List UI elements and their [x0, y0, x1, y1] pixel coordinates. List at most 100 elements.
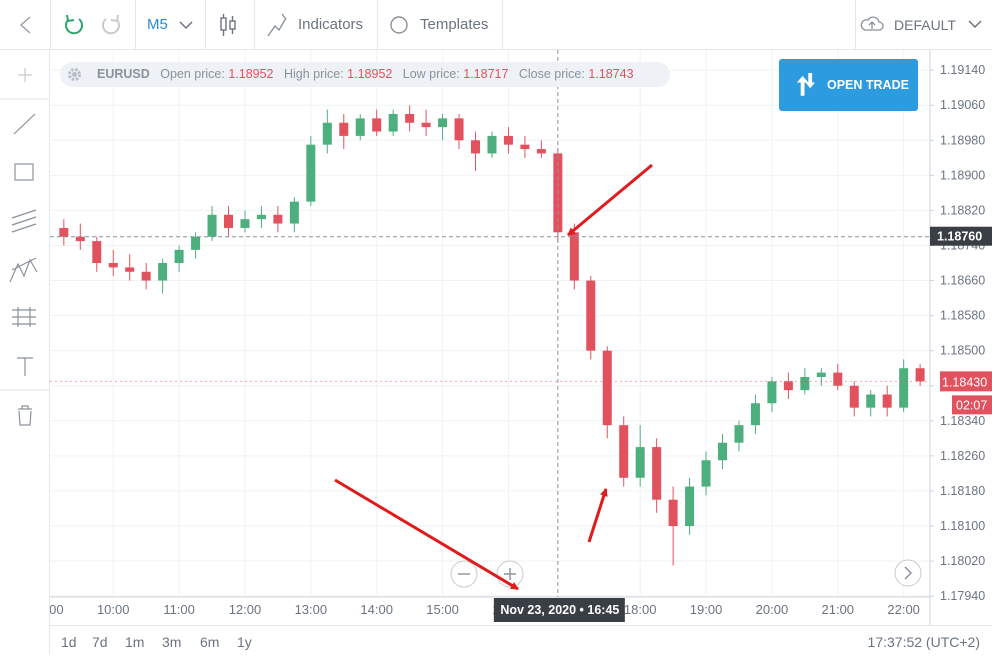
chevron[interactable]: [968, 20, 982, 29]
candle-body: [487, 135, 497, 154]
close-label: Close price:: [518, 67, 585, 81]
candle-body: [602, 350, 612, 426]
symbol-info: EURUSD Open price: 1.18952 High price: 1…: [60, 62, 670, 87]
candle-body: [849, 385, 859, 408]
annotation-arrow: [334, 478, 519, 591]
candle-body: [108, 263, 118, 268]
candle-body: [273, 214, 283, 224]
timeframe[interactable]: M5: [147, 16, 168, 33]
separator: [205, 0, 206, 50]
open-label: Open price:: [160, 67, 225, 81]
last-price-label: 1.18430: [942, 375, 987, 389]
candle-body: [141, 271, 151, 281]
open-trade-label: OPEN TRADE: [827, 78, 909, 92]
crosshair-time-label: Nov 23, 2020 • 16:45: [500, 603, 619, 617]
candle-body: [866, 394, 876, 408]
candle-body: [405, 113, 415, 123]
candle-body: [882, 394, 892, 408]
measure-tool[interactable]: [12, 307, 36, 327]
x-tick-label: 13:00: [295, 602, 328, 617]
fib-tool[interactable]: [9, 257, 38, 283]
x-axis: 09:0010:0011:0012:0013:0014:0015:0016:00…: [31, 602, 920, 617]
symbol: EURUSD: [97, 67, 150, 81]
candle-body: [734, 425, 744, 443]
candle-body: [586, 280, 596, 351]
cloud-icon[interactable]: [860, 16, 884, 31]
x-tick-label: 09:00: [31, 602, 64, 617]
candle-body: [750, 403, 760, 426]
period-button[interactable]: 3m: [162, 634, 182, 650]
plot: [50, 50, 930, 597]
separator: [50, 0, 51, 50]
period-button[interactable]: 7d: [92, 634, 108, 650]
y-tick-label: 1.19140: [940, 63, 985, 77]
x-tick-label: 11:00: [163, 602, 195, 617]
separator: [135, 0, 136, 50]
x-tick-label: 22:00: [887, 602, 920, 617]
period-button[interactable]: 1y: [237, 634, 252, 650]
separator: [377, 0, 378, 50]
open-trade-button[interactable]: OPEN TRADE: [779, 59, 918, 111]
period-button[interactable]: 6m: [200, 634, 220, 650]
x-tick-label: 14:00: [360, 602, 393, 617]
candle-body: [224, 214, 234, 228]
candle-body: [816, 372, 826, 377]
bottom-bar: 1d 7d 1m 3m 6m 1y 17:37:52 (UTC+2): [50, 625, 992, 654]
candle-body: [256, 214, 266, 220]
templates-button[interactable]: Templates: [420, 16, 489, 33]
candle-body: [915, 368, 925, 382]
y-tick-label: 1.18500: [940, 344, 985, 358]
crosshair-price-box: [930, 226, 992, 246]
annotation-arrow: [567, 163, 653, 237]
candle-body: [833, 372, 843, 386]
undo-icon[interactable]: [65, 14, 84, 35]
crosshair-tool[interactable]: [18, 68, 32, 82]
candle-body: [207, 214, 217, 237]
candle-body: [899, 368, 909, 408]
delete-tool[interactable]: [18, 405, 32, 426]
layout-button[interactable]: DEFAULT: [894, 17, 956, 33]
channel-tool[interactable]: [11, 209, 37, 233]
templates-icon[interactable]: [390, 16, 408, 34]
candle-body: [783, 381, 793, 391]
x-tick-label: 19:00: [690, 602, 723, 617]
settings-icon[interactable]: [66, 66, 83, 83]
annotation-arrow: [587, 488, 608, 543]
x-tick-label: 10:00: [97, 602, 130, 617]
candle-body: [240, 219, 250, 228]
candle-body: [718, 442, 728, 461]
scroll-right-button[interactable]: [894, 559, 922, 587]
countdown-box: [952, 395, 992, 415]
candle-body: [59, 227, 69, 237]
candle-body: [520, 144, 530, 150]
candle-body: [75, 236, 85, 242]
candle-body: [322, 122, 332, 145]
indicators-icon[interactable]: [267, 13, 287, 37]
back-icon[interactable]: [19, 16, 31, 34]
candle-body: [652, 447, 662, 500]
candle-body: [372, 118, 382, 132]
line-tool[interactable]: [13, 113, 36, 135]
open-value: 1.18952: [228, 67, 274, 81]
x-tick-label: 21:00: [822, 602, 855, 617]
text-tool[interactable]: [17, 357, 33, 376]
rect-tool[interactable]: [14, 163, 34, 181]
indicators-button[interactable]: Indicators: [298, 16, 364, 33]
y-tick-label: 1.18980: [940, 133, 985, 147]
period-button[interactable]: 1d: [61, 634, 77, 650]
redo-icon[interactable]: [101, 14, 120, 35]
y-tick-label: 1.17940: [940, 589, 985, 603]
period-button[interactable]: 1m: [125, 634, 145, 650]
candle-body: [191, 236, 201, 250]
candle-body: [668, 499, 678, 526]
y-tick-label: 1.18180: [940, 484, 985, 498]
clock: 17:37:52 (UTC+2): [867, 634, 980, 650]
drawing-sidebar: [0, 50, 50, 654]
chart-type-icon[interactable]: [220, 14, 236, 36]
candle-body: [569, 232, 579, 281]
candle-body: [685, 486, 695, 526]
chevron[interactable]: [179, 21, 193, 30]
high-label: High price:: [283, 67, 344, 81]
